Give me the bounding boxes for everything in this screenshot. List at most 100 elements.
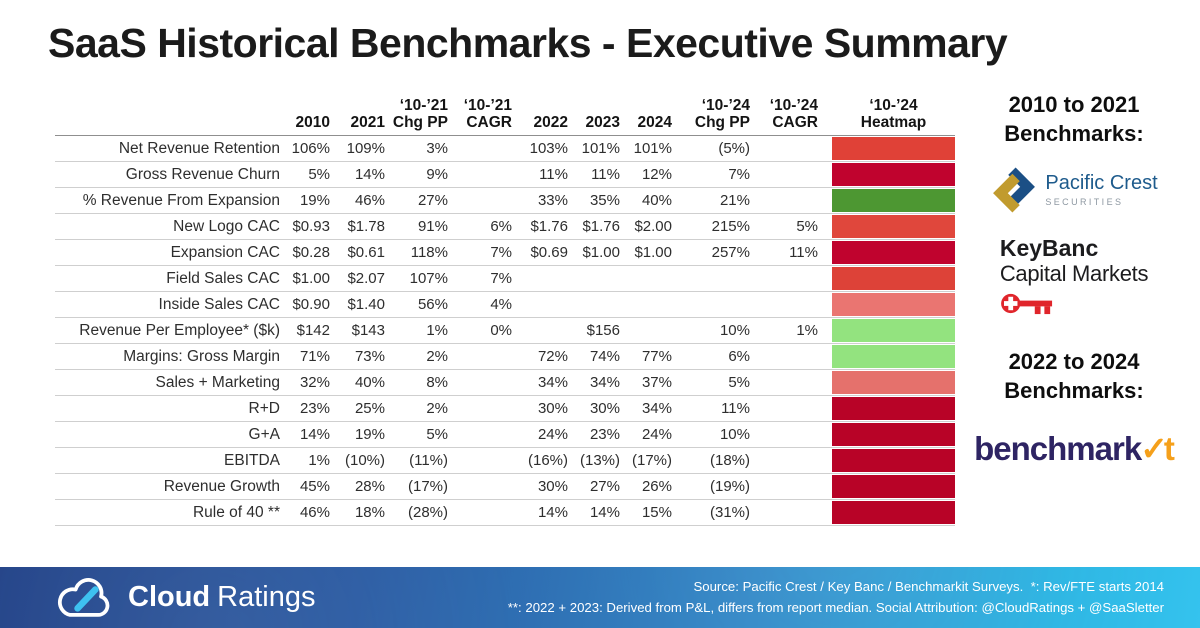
cell-value bbox=[448, 474, 512, 500]
sidebar: 2010 to 2021 Benchmarks: Pacific Crest S… bbox=[958, 90, 1190, 468]
cell-value bbox=[620, 266, 672, 292]
cell-value: 9% bbox=[426, 166, 448, 183]
cell-value bbox=[448, 422, 512, 448]
cell-value: (31%) bbox=[709, 504, 750, 521]
cell-value: (13%) bbox=[579, 452, 620, 469]
cell-value: 33% bbox=[537, 192, 568, 209]
table-row: Expansion CAC $0.28 $0.61 118% 7% $0.69 $1.00 $… bbox=[55, 240, 955, 266]
cell-value: 7% bbox=[728, 166, 750, 183]
cell-value: 40% bbox=[354, 374, 385, 391]
cell-value: (19%) bbox=[709, 478, 750, 495]
cell-value bbox=[672, 292, 750, 318]
heatmap-swatch bbox=[832, 475, 955, 498]
heatmap-swatch bbox=[832, 345, 955, 368]
col-header: ‘10-’21 Chg PP bbox=[392, 97, 448, 131]
cell-value: (10%) bbox=[344, 452, 385, 469]
row-label: Rule of 40 ** bbox=[192, 503, 280, 521]
benchmarkit-logo: benchmark✓t bbox=[958, 429, 1190, 468]
cell-value bbox=[750, 292, 818, 318]
cell-value: $2.07 bbox=[347, 270, 385, 287]
cell-value: 71% bbox=[299, 348, 330, 365]
cell-value: (16%) bbox=[527, 452, 568, 469]
row-label: Expansion CAC bbox=[170, 243, 280, 261]
cell-value: 101% bbox=[581, 140, 620, 157]
source-note: Source: Pacific Crest / Key Banc / Bench… bbox=[508, 577, 1164, 618]
heatmap-cell bbox=[818, 500, 955, 526]
heatmap-swatch bbox=[832, 423, 955, 446]
cell-value: 10% bbox=[719, 426, 750, 443]
table-row: Inside Sales CAC $0.90 $1.40 56% 4% bbox=[55, 292, 955, 318]
cell-value: 21% bbox=[719, 192, 750, 209]
keybanc-name: KeyBanc bbox=[999, 235, 1099, 262]
cell-value: 46% bbox=[354, 192, 385, 209]
keybanc-logo: KeyBanc Capital Markets bbox=[999, 235, 1148, 321]
cell-value: 23% bbox=[589, 426, 620, 443]
table-row: G+A 14% 19% 5% 24% 23% 24% 10% bbox=[55, 422, 955, 448]
cell-value: 25% bbox=[354, 400, 385, 417]
cell-value: 12% bbox=[641, 166, 672, 183]
cell-value: 19% bbox=[354, 426, 385, 443]
cell-value: 27% bbox=[589, 478, 620, 495]
table-row: Revenue Per Employee* ($k) $142 $143 1% 0% $1… bbox=[55, 318, 955, 344]
cell-value bbox=[750, 422, 818, 448]
period1-heading-line1: 2010 to 2021 bbox=[1008, 92, 1140, 117]
cloud-gauge-icon bbox=[57, 577, 110, 617]
cell-value: 11% bbox=[539, 166, 568, 183]
cell-value bbox=[448, 162, 512, 188]
cell-value: 215% bbox=[711, 218, 750, 235]
cell-value: 26% bbox=[641, 478, 672, 495]
table-header: 2010 2021 ‘10-’21 Chg PP ‘10-’21 CAGR 2022 2023… bbox=[55, 97, 955, 136]
cell-value: $0.28 bbox=[292, 244, 330, 261]
period2-heading-line1: 2022 to 2024 bbox=[1008, 348, 1140, 374]
table-row: Gross Revenue Churn 5% 14% 9% 11% 11% 12% 7% bbox=[55, 162, 955, 188]
cell-value bbox=[568, 266, 620, 292]
cell-value: 34% bbox=[641, 400, 672, 417]
cell-value: 5% bbox=[308, 166, 330, 183]
cell-value: $0.69 bbox=[530, 244, 568, 261]
pacific-crest-icon bbox=[993, 167, 1036, 213]
heatmap-cell bbox=[818, 318, 955, 344]
cell-value: 106% bbox=[291, 140, 330, 157]
cell-value: 74% bbox=[589, 348, 620, 365]
cell-value: 30% bbox=[589, 400, 620, 417]
row-label: % Revenue From Expansion bbox=[82, 191, 280, 209]
table-row: Field Sales CAC $1.00 $2.07 107% 7% bbox=[55, 266, 955, 292]
cell-value: (28%) bbox=[407, 504, 448, 521]
heatmap-cell bbox=[818, 240, 955, 266]
cell-value: 30% bbox=[537, 400, 568, 417]
cell-value: 34% bbox=[589, 374, 620, 391]
cell-value: 32% bbox=[299, 374, 330, 391]
cell-value: 77% bbox=[641, 348, 672, 365]
cell-value: 35% bbox=[589, 192, 620, 209]
col-header: 2021 bbox=[350, 114, 385, 131]
cell-value bbox=[512, 292, 568, 318]
cell-value: 4% bbox=[490, 296, 512, 313]
heatmap-cell bbox=[818, 396, 955, 422]
cell-value: 1% bbox=[426, 322, 448, 339]
cell-value bbox=[448, 370, 512, 396]
row-label: Revenue Per Employee* ($k) bbox=[79, 321, 280, 339]
cell-value: $1.76 bbox=[582, 218, 620, 235]
key-icon bbox=[1000, 293, 1052, 314]
table-header-row: 2010 2021 ‘10-’21 Chg PP ‘10-’21 CAGR 2022 2023… bbox=[55, 97, 955, 136]
cell-value bbox=[750, 344, 818, 370]
cell-value: 6% bbox=[728, 348, 750, 365]
cell-value: 7% bbox=[490, 244, 512, 261]
heatmap-swatch bbox=[832, 371, 955, 394]
period2-heading-line2: Benchmarks: bbox=[1004, 377, 1144, 403]
cell-value: 30% bbox=[537, 478, 568, 495]
cell-value bbox=[620, 318, 672, 344]
cell-value bbox=[750, 162, 818, 188]
cell-value: 73% bbox=[354, 348, 385, 365]
cell-value: 3% bbox=[426, 140, 448, 157]
cell-value: 14% bbox=[299, 426, 330, 443]
col-header bbox=[55, 97, 280, 136]
heatmap-swatch bbox=[832, 449, 955, 472]
table-row: Revenue Growth 45% 28% (17%) 30% 27% 26% (19%) bbox=[55, 474, 955, 500]
col-header: ‘10-’21 CAGR bbox=[463, 97, 512, 131]
table-row: EBITDA 1% (10%) (11%) (16%) (13%) (17%) (18%) bbox=[55, 448, 955, 474]
cell-value: 2% bbox=[426, 348, 448, 365]
table-row: Sales + Marketing 32% 40% 8% 34% 34% 37% 5% bbox=[55, 370, 955, 396]
cell-value: 10% bbox=[719, 322, 750, 339]
